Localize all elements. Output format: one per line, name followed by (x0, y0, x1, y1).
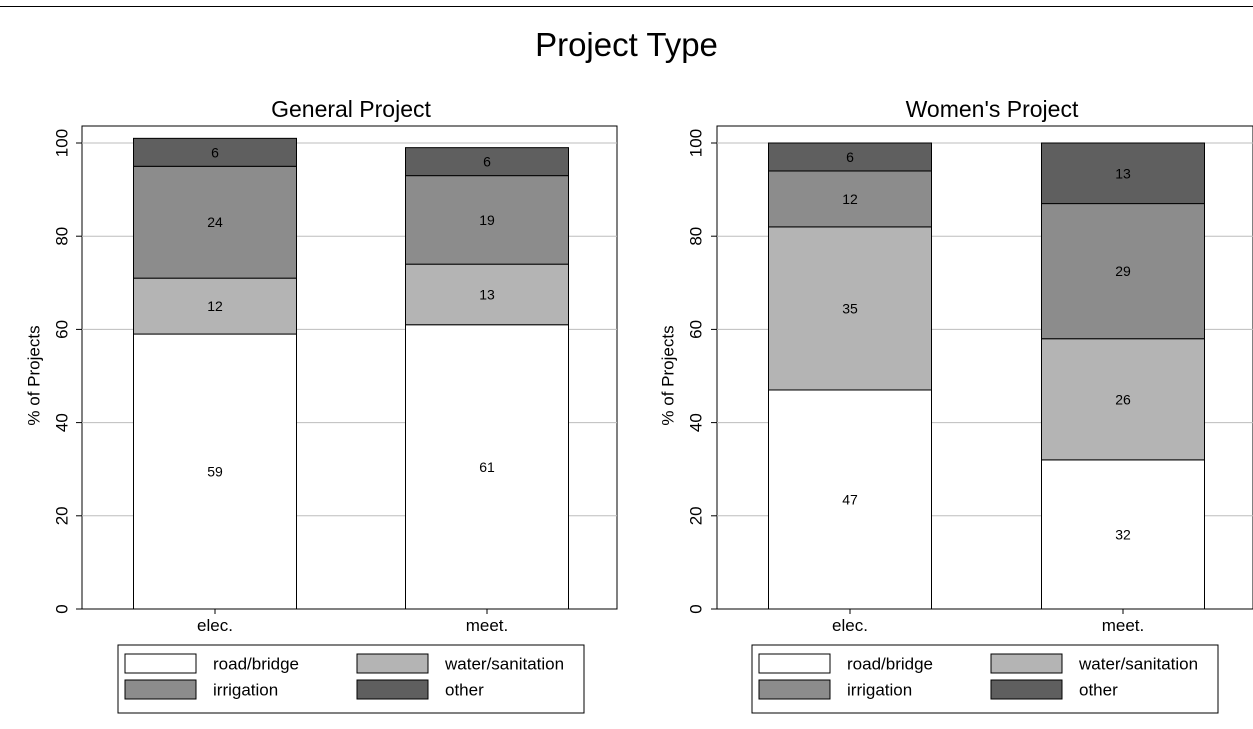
y-tick-label: 0 (687, 604, 706, 613)
legend-label: other (1079, 681, 1118, 700)
bar-value-label: 6 (846, 149, 854, 165)
bar-segment (1041, 338, 1205, 461)
y-tick-label: 0 (53, 604, 72, 613)
top-rule (0, 6, 1253, 7)
x-tick-label: meet. (1102, 616, 1145, 635)
bar-segment (405, 147, 569, 177)
bar-segment (133, 277, 297, 335)
bar-value-label: 24 (207, 214, 223, 230)
legend-swatch (124, 653, 197, 674)
chart-title: General Project (271, 96, 431, 122)
bar-segment (768, 389, 932, 610)
bar-segment (1041, 203, 1205, 340)
y-tick-label: 60 (53, 320, 72, 339)
bar-segment (133, 165, 297, 279)
chart-panel-2: 0 20 40 60 80 100 % of Projects Women's Project… (659, 96, 1253, 714)
bar-value-label: 19 (479, 212, 495, 228)
y-axis-label: % of Projects (659, 325, 678, 425)
bar-segment (405, 263, 569, 326)
y-tick-label: 100 (687, 129, 706, 157)
bar-value-label: 26 (1115, 391, 1131, 407)
bar-segment (1041, 459, 1205, 610)
chart-panel-1: 0 20 40 60 80 100 % of Projects General Project… (25, 96, 618, 714)
bar-value-label: 29 (1115, 263, 1131, 279)
x-tick-label: elec. (197, 616, 233, 635)
y-tick-label: 20 (53, 506, 72, 525)
bar-segment (768, 142, 932, 172)
y-tick-label: 80 (53, 227, 72, 246)
bar-segment (768, 226, 932, 391)
y-axis-label: % of Projects (25, 325, 44, 425)
bar-value-label: 47 (842, 491, 858, 507)
bar-segment (1041, 142, 1205, 205)
bar-segment (133, 137, 297, 167)
bar-value-label: 12 (842, 191, 858, 207)
y-tick-label: 40 (687, 413, 706, 432)
y-tick-label: 80 (687, 227, 706, 246)
bar-value-label: 32 (1115, 526, 1131, 542)
legend-label: irrigation (847, 681, 912, 700)
bar-value-label: 6 (211, 144, 219, 160)
legend-label: road/bridge (213, 655, 299, 674)
bar-value-label: 12 (207, 298, 223, 314)
bar-segment (405, 175, 569, 265)
y-tick-label: 60 (687, 320, 706, 339)
legend-label: other (445, 681, 484, 700)
y-tick-label: 100 (53, 129, 72, 157)
x-tick-label: elec. (832, 616, 868, 635)
x-tick-label: meet. (466, 616, 509, 635)
bar-value-label: 35 (842, 300, 858, 316)
legend-swatch (758, 679, 831, 700)
bar-value-label: 13 (1115, 165, 1131, 181)
legend-label: road/bridge (847, 655, 933, 674)
legend-swatch (990, 653, 1063, 674)
legend-swatch (758, 653, 831, 674)
bar-value-label: 59 (207, 464, 223, 480)
bar-segment (405, 324, 569, 610)
legend-swatch (124, 679, 197, 700)
legend-label: water/sanitation (444, 655, 564, 674)
y-tick-label: 20 (687, 506, 706, 525)
bar-value-label: 6 (483, 154, 491, 170)
bar-segment (768, 170, 932, 228)
legend-label: water/sanitation (1078, 655, 1198, 674)
chart-title: Women's Project (906, 96, 1079, 122)
legend-swatch (356, 679, 429, 700)
bar-value-label: 13 (479, 286, 495, 302)
legend-label: irrigation (213, 681, 278, 700)
figure-title: Project Type (535, 26, 718, 63)
y-tick-label: 40 (53, 413, 72, 432)
legend-swatch (990, 679, 1063, 700)
legend-swatch (356, 653, 429, 674)
bar-value-label: 61 (479, 459, 495, 475)
